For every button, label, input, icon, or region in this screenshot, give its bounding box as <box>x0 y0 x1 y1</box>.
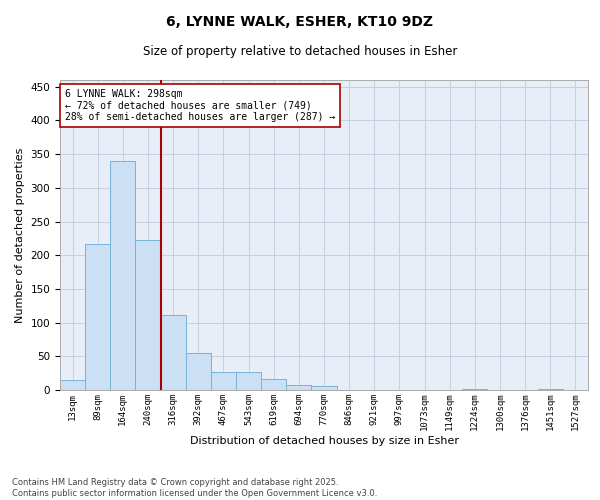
Text: Size of property relative to detached houses in Esher: Size of property relative to detached ho… <box>143 45 457 58</box>
Bar <box>261 378 286 390</box>
Bar <box>161 314 186 390</box>
Text: Contains HM Land Registry data © Crown copyright and database right 2025.
Contai: Contains HM Land Registry data © Crown c… <box>12 478 377 498</box>
Text: 6, LYNNE WALK, ESHER, KT10 9DZ: 6, LYNNE WALK, ESHER, KT10 9DZ <box>167 15 433 29</box>
Bar <box>236 372 261 390</box>
Y-axis label: Number of detached properties: Number of detached properties <box>15 148 25 322</box>
Bar <box>60 380 85 390</box>
Text: 6 LYNNE WALK: 298sqm
← 72% of detached houses are smaller (749)
28% of semi-deta: 6 LYNNE WALK: 298sqm ← 72% of detached h… <box>65 90 335 122</box>
X-axis label: Distribution of detached houses by size in Esher: Distribution of detached houses by size … <box>190 436 458 446</box>
Bar <box>85 244 110 390</box>
Bar <box>462 388 487 390</box>
Bar <box>110 161 136 390</box>
Bar <box>286 384 311 390</box>
Bar <box>136 240 161 390</box>
Bar <box>186 353 211 390</box>
Bar <box>211 372 236 390</box>
Bar <box>311 386 337 390</box>
Bar <box>538 388 563 390</box>
